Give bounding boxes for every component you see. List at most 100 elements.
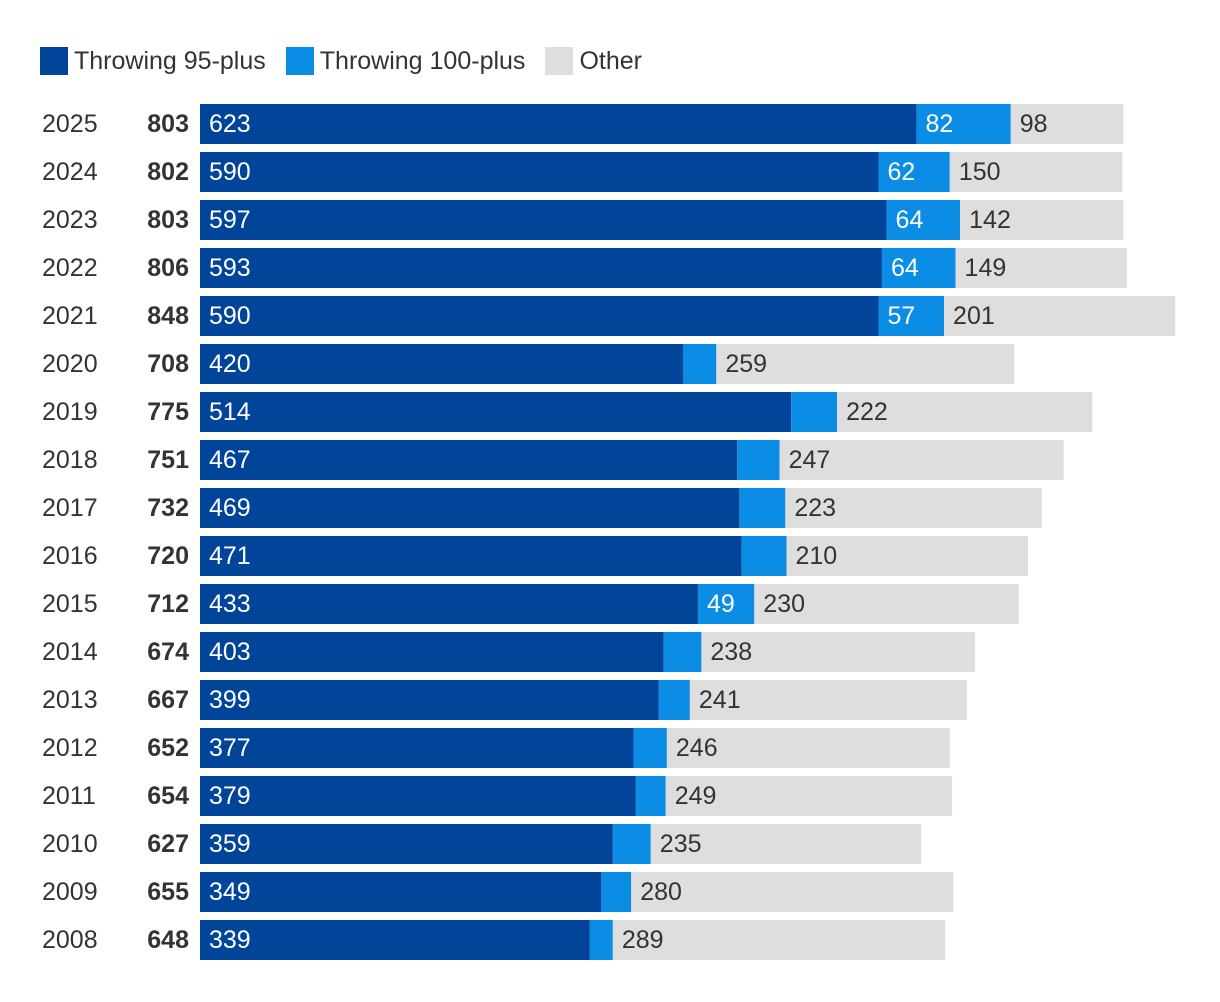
year-label: 2017	[42, 494, 98, 522]
bar-segment-95-plus	[200, 104, 917, 144]
legend-label-100-plus: Throwing 100-plus	[319, 46, 526, 75]
data-label: 420	[209, 350, 251, 378]
bar-segment-other	[689, 680, 968, 720]
year-label: 2025	[42, 110, 98, 138]
data-label: 259	[725, 350, 767, 378]
bar-row-2013: 2013 667 399 241	[42, 680, 968, 720]
bar-row-2010: 2010 627 359 235	[42, 824, 922, 864]
total-label: 802	[147, 158, 189, 186]
data-label: 210	[796, 542, 838, 570]
bar-segment-100-plus	[878, 152, 950, 192]
year-label: 2024	[42, 158, 98, 186]
bar-segment-other	[785, 488, 1042, 528]
bar-segment-100-plus	[683, 344, 717, 384]
legend-swatch-100-plus	[285, 47, 314, 75]
bar-row-2015: 2015 712 433 49 230	[42, 584, 1019, 624]
bar-segment-100-plus	[612, 824, 651, 864]
bar-segment-95-plus	[200, 920, 590, 960]
data-label: 471	[209, 542, 251, 570]
year-label: 2020	[42, 350, 98, 378]
bar-segment-95-plus	[200, 488, 740, 528]
bar-segment-other	[754, 584, 1019, 624]
bar-row-2011: 2011 654 379 249	[42, 776, 953, 816]
data-label: 241	[699, 686, 741, 714]
legend-item-other: Other	[545, 47, 642, 76]
data-label: 349	[209, 878, 251, 906]
legend-item-95-plus: Throwing 95-plus	[40, 47, 266, 76]
bar-segment-100-plus	[633, 728, 667, 768]
chart-legend: Throwing 95-plus Throwing 100-plus Other	[40, 44, 662, 78]
data-label: 222	[846, 398, 888, 426]
bar-segment-100-plus	[886, 200, 961, 240]
bar-row-2023: 2023 803 597 64 142	[42, 200, 1124, 240]
year-label: 2021	[42, 302, 98, 330]
year-label: 2015	[42, 590, 98, 618]
data-label: 359	[209, 830, 251, 858]
year-label: 2012	[42, 734, 98, 762]
bar-segment-95-plus	[200, 152, 879, 192]
bar-segment-95-plus	[200, 440, 738, 480]
total-label: 806	[147, 254, 189, 282]
bar-segment-other	[955, 248, 1127, 288]
total-label: 712	[147, 590, 189, 618]
legend-item-100-plus: Throwing 100-plus	[285, 46, 526, 76]
data-label: 62	[888, 158, 916, 186]
data-label: 467	[209, 446, 251, 474]
bar-row-2022: 2022 806 593 64 149	[42, 248, 1127, 288]
bar-row-2018: 2018 751 467 247	[42, 440, 1064, 480]
total-label: 654	[147, 782, 189, 810]
bar-segment-100-plus	[881, 248, 956, 288]
year-label: 2023	[42, 206, 98, 234]
data-label: 379	[209, 782, 251, 810]
bar-segment-other	[944, 296, 1176, 336]
bar-segment-100-plus	[737, 440, 780, 480]
data-label: 82	[925, 110, 953, 138]
total-label: 751	[147, 446, 189, 474]
data-label: 223	[794, 494, 836, 522]
year-label: 2016	[42, 542, 98, 570]
total-label: 803	[147, 206, 189, 234]
legend-swatch-other	[545, 47, 574, 75]
bar-segment-other	[960, 200, 1124, 240]
data-label: 590	[209, 158, 251, 186]
total-label: 667	[147, 686, 189, 714]
bar-segment-95-plus	[200, 248, 882, 288]
bar-row-2009: 2009 655 349 280	[42, 872, 954, 912]
bar-segment-95-plus	[200, 392, 792, 432]
bar-segment-100-plus	[601, 872, 632, 912]
year-label: 2014	[42, 638, 98, 666]
legend-label-95-plus: Throwing 95-plus	[74, 46, 266, 75]
data-label: 238	[710, 638, 752, 666]
data-label: 623	[209, 110, 251, 138]
bar-segment-other	[701, 632, 976, 672]
data-label: 339	[209, 926, 251, 954]
bar-row-2012: 2012 652 377 246	[42, 728, 950, 768]
bar-segment-other	[666, 728, 950, 768]
bar-segment-95-plus	[200, 344, 683, 384]
bar-segment-95-plus	[200, 680, 659, 720]
total-label: 674	[147, 638, 189, 666]
total-label: 848	[147, 302, 189, 330]
data-label: 57	[888, 302, 916, 330]
bar-segment-100-plus	[635, 776, 666, 816]
year-label: 2010	[42, 830, 98, 858]
data-label: 49	[707, 590, 735, 618]
bar-segment-100-plus	[878, 296, 945, 336]
bar-segment-95-plus	[200, 536, 742, 576]
data-label: 230	[763, 590, 805, 618]
bar-segment-other	[665, 776, 953, 816]
data-label: 377	[209, 734, 251, 762]
bar-segment-95-plus	[200, 872, 602, 912]
data-label: 469	[209, 494, 251, 522]
bar-row-2019: 2019 775 514 222	[42, 392, 1093, 432]
bar-row-2025: 2025 803 623 82 98	[42, 104, 1124, 144]
data-label: 64	[896, 206, 924, 234]
bar-segment-95-plus	[200, 632, 664, 672]
bar-segment-95-plus	[200, 824, 613, 864]
bar-segment-other	[949, 152, 1123, 192]
bar-segment-95-plus	[200, 584, 698, 624]
bar-segment-other	[631, 872, 954, 912]
total-label: 775	[147, 398, 189, 426]
bar-segment-other	[779, 440, 1064, 480]
total-label: 720	[147, 542, 189, 570]
